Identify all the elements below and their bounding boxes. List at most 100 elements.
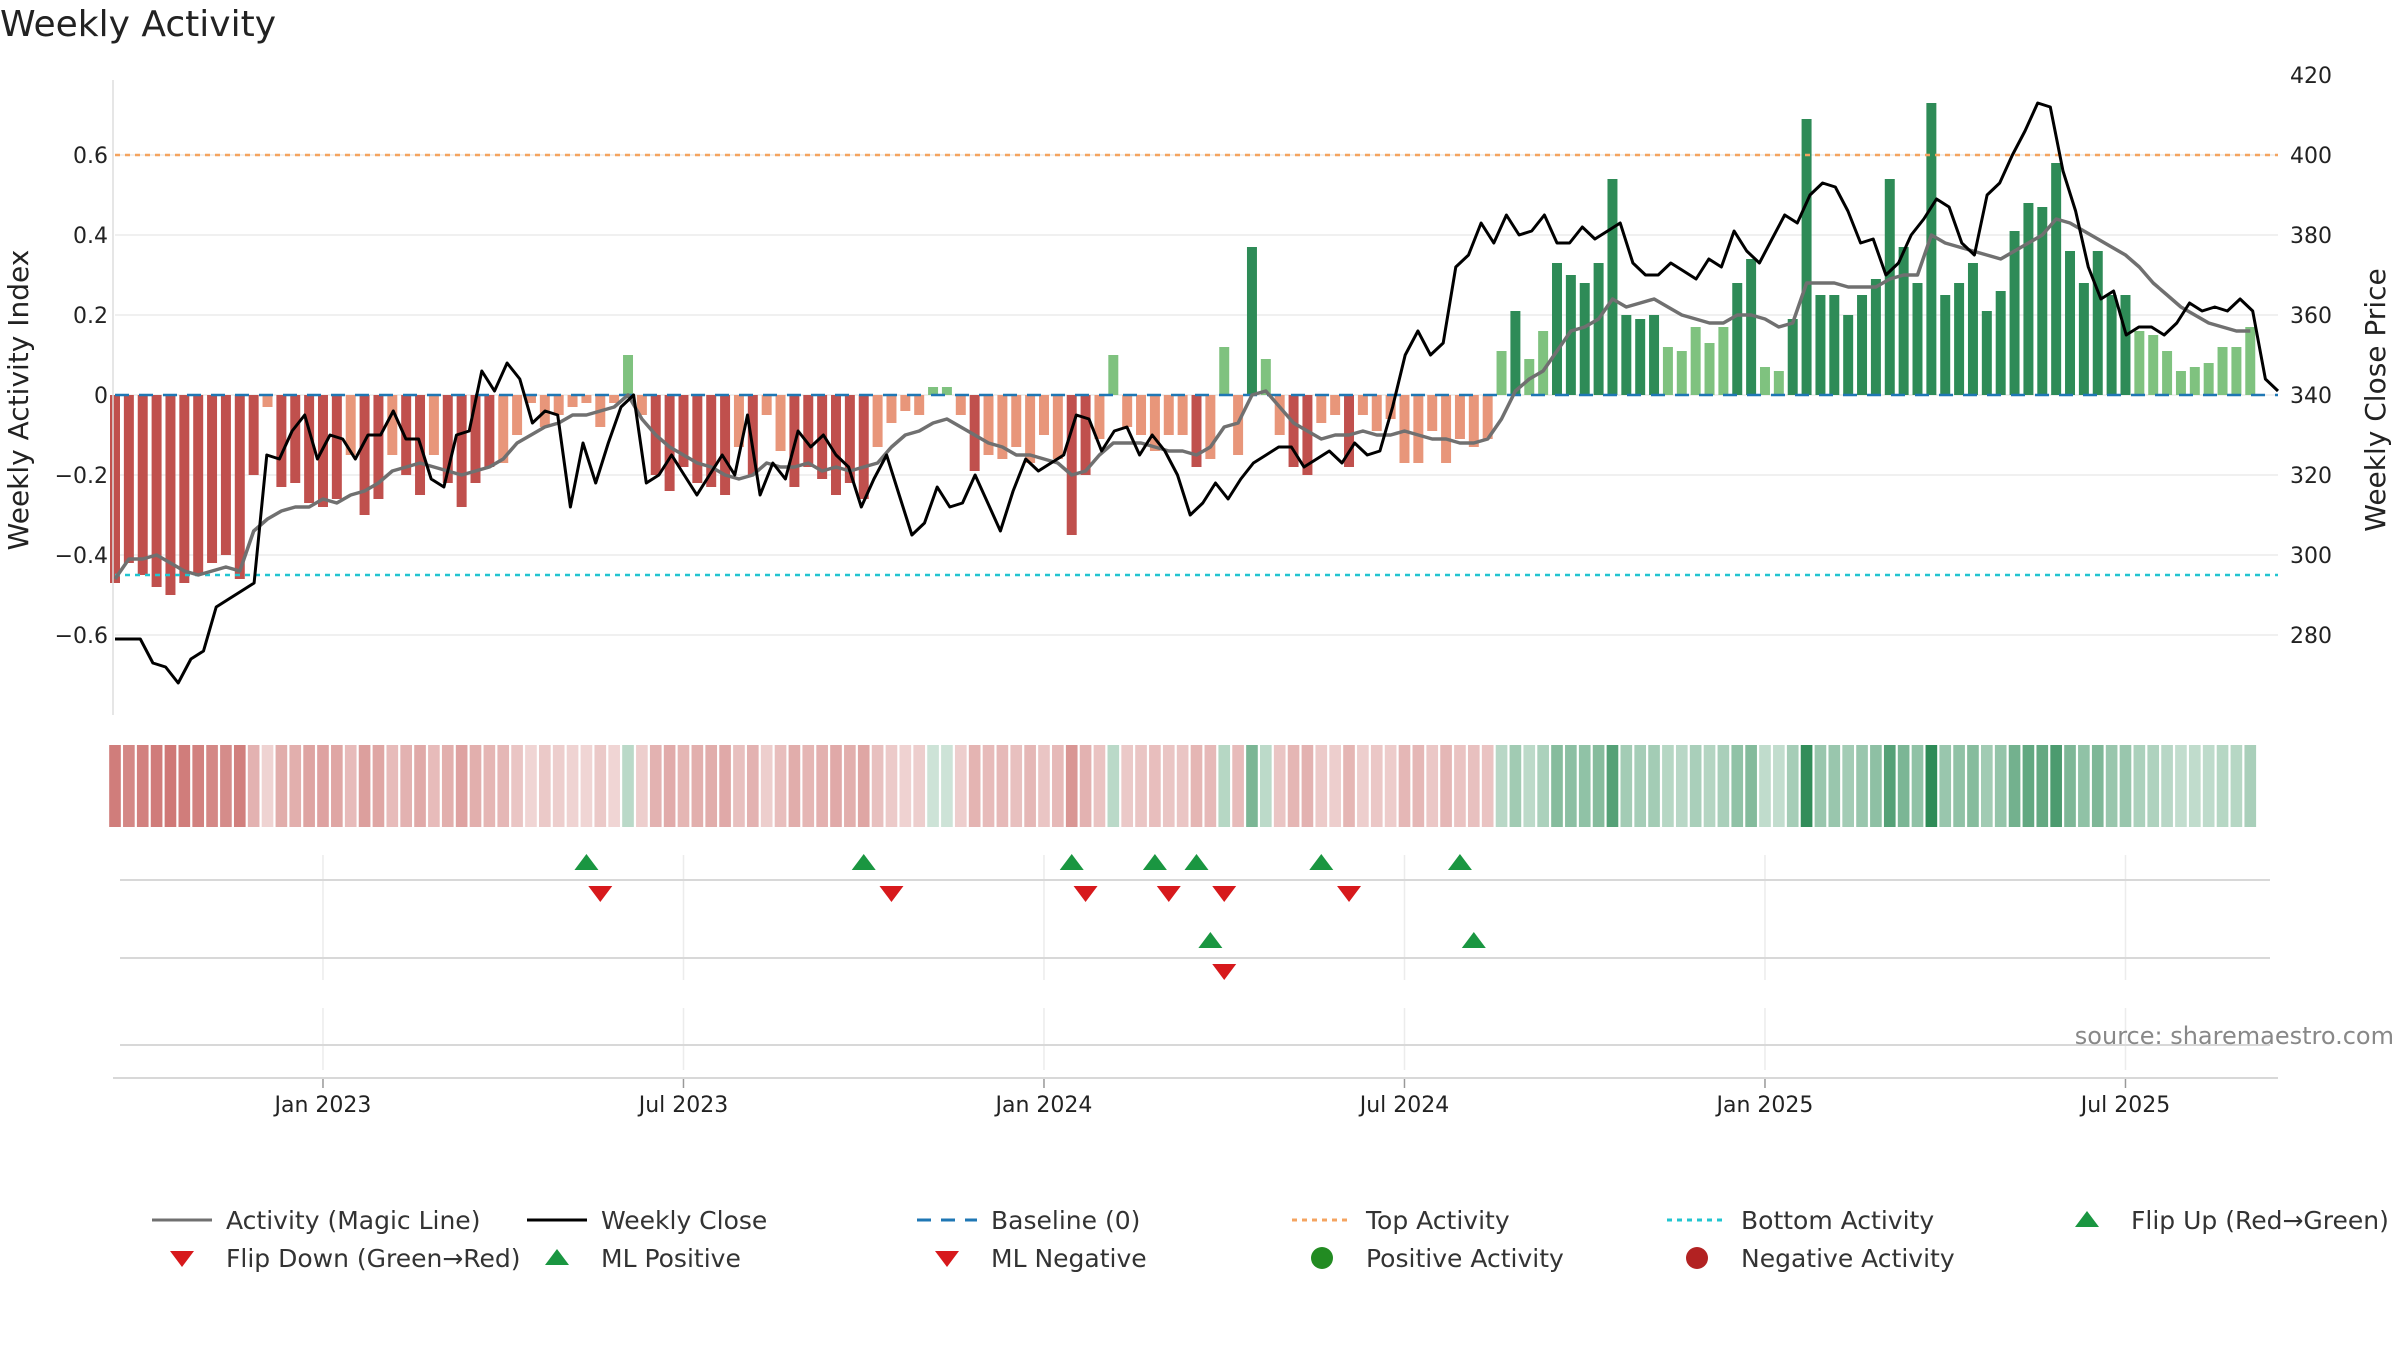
activity-bar [179,395,190,583]
flip-down-marker [1212,886,1237,902]
heat-cell [2244,745,2257,827]
y-tick-left-4: −0.2 [55,464,108,489]
activity-bar [1288,395,1299,467]
activity-bar [747,395,758,475]
heat-cell [317,745,329,827]
heat-cell [1121,745,1133,827]
activity-bar [1593,263,1604,395]
activity-bar [1967,263,1978,395]
heat-cell [1107,745,1120,827]
heat-cell [1731,745,1744,827]
activity-bar [1371,395,1382,431]
heat-cell [649,745,662,827]
activity-bar [941,387,952,395]
heat-cell [830,745,842,827]
activity-bar [165,395,176,595]
activity-bar [1690,327,1701,395]
y-axis-label-right: Weekly Close Price [2359,268,2392,531]
legend-item: ML Negative [915,1243,1147,1273]
activity-bar [193,395,204,575]
activity-bar [1052,395,1063,459]
activity-bar [428,395,439,455]
heat-cell [400,745,412,827]
chart-title: Weekly Activity [0,4,277,45]
heat-cell [774,745,787,827]
activity-bar [304,395,315,503]
activity-bar [1191,395,1202,467]
heat-cell [455,745,468,827]
heat-cell [2133,745,2146,827]
heat-cell [1232,745,1244,827]
activity-bar [2148,335,2159,395]
activity-bar [290,395,301,483]
activity-bar [1940,295,1951,395]
heat-cell [1814,745,1827,827]
activity-bar [470,395,481,483]
heat-cell [1703,745,1716,827]
activity-bar [1011,395,1022,447]
legend-swatch-tri-down [935,1251,959,1267]
activity-bar [1246,247,1257,395]
activity-bar [2120,295,2131,395]
heat-cell [636,745,648,827]
heat-cell [1357,745,1369,827]
heat-cell [1065,745,1078,827]
heat-cell [1204,745,1217,827]
activity-bar [1510,311,1521,395]
activity-bar [525,395,536,403]
y-tick-right-7: 280 [2290,624,2332,649]
activity-bar [1468,395,1479,447]
activity-bar [1857,295,1868,395]
heat-cell [331,745,343,827]
heat-cell [608,745,620,827]
heat-cell [178,745,191,827]
flip-up-marker [1447,854,1472,870]
legend-label: Bottom Activity [1741,1205,1935,1235]
heat-cell [1620,745,1633,827]
activity-bar [886,395,897,423]
heat-cell [497,745,510,827]
activity-bar [234,395,245,579]
series-lines [113,101,2280,685]
heat-cell [1953,745,1965,827]
heat-cell [816,745,828,827]
legend-label: Flip Down (Green→Red) [226,1243,521,1273]
heat-cell [1745,745,1757,827]
activity-bar [914,395,925,415]
heat-cell [1495,745,1508,827]
heat-cell [1509,745,1522,827]
activity-bar [1496,351,1507,395]
activity-bar [983,395,994,455]
heat-cell [1329,745,1341,827]
heat-cell [1786,745,1799,827]
activity-bar [928,387,939,395]
heat-cell [1842,745,1854,827]
activity-bar [456,395,467,507]
activity-bar [844,395,855,483]
ml-positive-marker [1198,932,1223,948]
magic-line [113,217,2251,580]
activity-bar [623,355,634,395]
heat-cell [372,745,385,827]
grid [115,154,2278,1070]
activity-bar [2203,363,2214,395]
y-axis-label-left: Weekly Activity Index [2,250,35,551]
activity-bar [1843,315,1854,395]
legend-item: Bottom Activity [1665,1205,1934,1235]
heat-cell [1079,745,1092,827]
legend-item: Flip Down (Green→Red) [150,1243,521,1273]
activity-bar [831,395,841,495]
activity-bar [345,395,356,455]
activity-bar [1662,347,1673,395]
y-tick-right-5: 320 [2290,464,2332,489]
flip-markers [113,854,2278,1079]
activity-bar [123,395,134,563]
x-tick-label-4: Jan 2025 [1715,1093,1814,1118]
heat-cell [1870,745,1882,827]
activity-bar [997,395,1008,459]
x-tick-label-2: Jan 2024 [994,1093,1093,1118]
heat-cell [1551,745,1563,827]
activity-bar [1316,395,1327,423]
heat-cell [1176,745,1189,827]
activity-bar [1274,395,1285,435]
